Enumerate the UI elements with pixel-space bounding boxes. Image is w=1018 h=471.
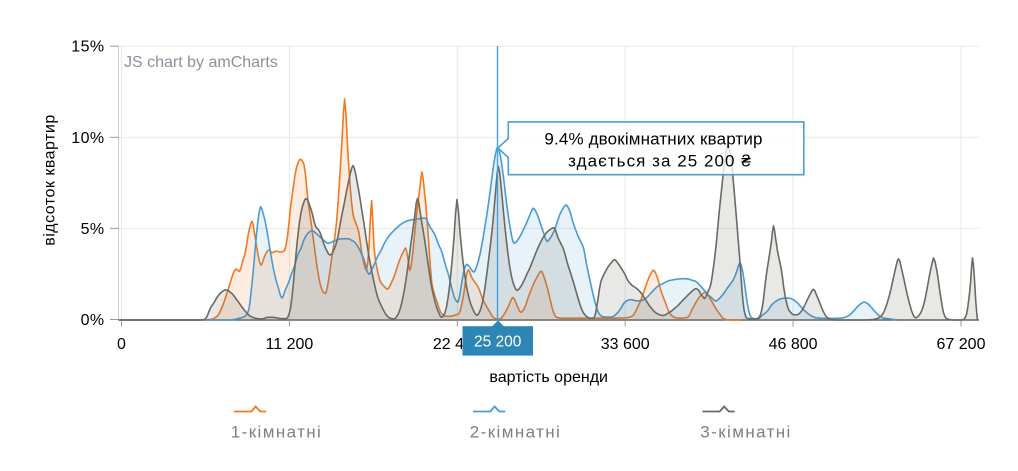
svg-text:5%: 5% xyxy=(81,221,105,238)
svg-text:15%: 15% xyxy=(71,39,104,56)
svg-text:вартість оренди: вартість оренди xyxy=(489,369,608,386)
svg-text:46 800: 46 800 xyxy=(769,336,818,353)
svg-text:2-кімнатні: 2-кімнатні xyxy=(470,423,561,442)
svg-text:3-кімнатні: 3-кімнатні xyxy=(700,423,791,442)
svg-text:33 600: 33 600 xyxy=(601,336,650,353)
svg-text:9.4% двокімнатних квартир: 9.4% двокімнатних квартир xyxy=(544,130,762,149)
svg-text:відсоток квартир: відсоток квартир xyxy=(41,114,58,246)
svg-text:JS chart by amCharts: JS chart by amCharts xyxy=(124,54,278,71)
svg-text:67 200: 67 200 xyxy=(937,336,986,353)
svg-text:25 200: 25 200 xyxy=(474,334,522,351)
svg-text:0: 0 xyxy=(117,336,126,353)
svg-text:10%: 10% xyxy=(71,130,104,147)
svg-text:1-кімнатні: 1-кімнатні xyxy=(231,423,322,442)
svg-text:здається за 25 200 ₴: здається за 25 200 ₴ xyxy=(568,152,752,171)
svg-text:11 200: 11 200 xyxy=(266,336,314,353)
svg-text:0%: 0% xyxy=(81,312,105,329)
